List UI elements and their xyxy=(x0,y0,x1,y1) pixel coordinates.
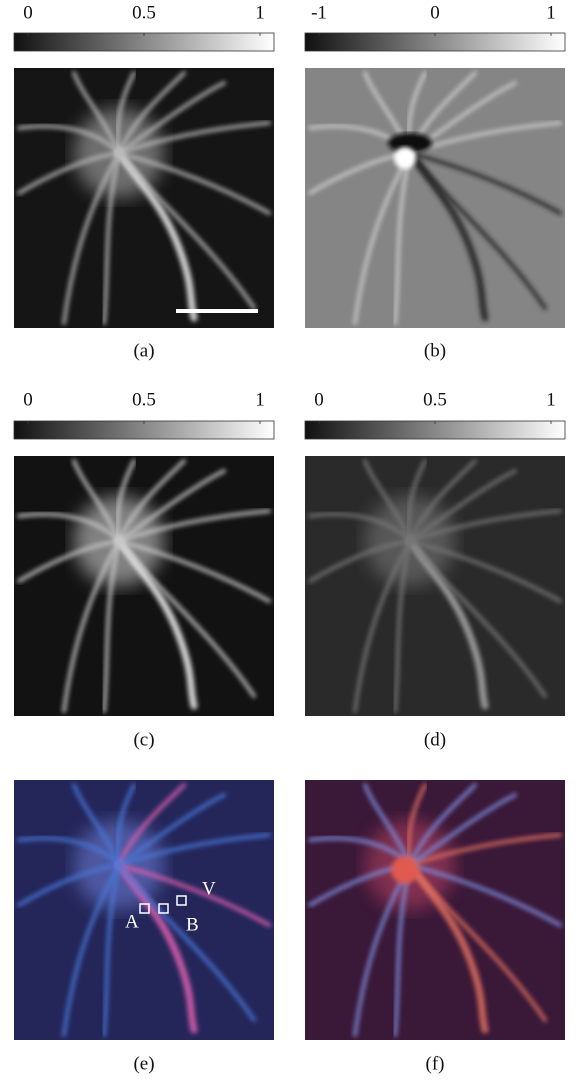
colorbar-tick-label: 0 xyxy=(23,389,33,410)
image xyxy=(305,780,565,1040)
roi-label: V xyxy=(202,878,216,899)
roi-label: A xyxy=(125,911,139,932)
colorbar-tick-label: 0.5 xyxy=(132,2,156,23)
panel-label: (d) xyxy=(424,729,446,750)
figure: 0 0.5 1 (a) -1 0 1 (b) 0 0.5 1 (c) 0 0.5 1 (d) A BV (e) (f) xyxy=(0,0,579,1080)
image xyxy=(305,456,565,716)
colorbar-tick-label: 1 xyxy=(546,2,556,23)
disc-red xyxy=(391,856,419,884)
panel-label: (a) xyxy=(133,340,154,361)
image-background xyxy=(305,456,565,716)
colorbar-tick-label: 1 xyxy=(546,389,556,410)
image-background xyxy=(14,780,274,1040)
panel-label: (b) xyxy=(424,340,446,361)
disc-bright xyxy=(394,147,416,169)
image-background xyxy=(305,68,565,328)
image-background xyxy=(14,68,274,328)
image-background xyxy=(305,780,565,1040)
colorbar-tick-label: 0 xyxy=(430,2,440,23)
colorbar-tick-label: 0 xyxy=(23,2,33,23)
colorbar-tick-label: 0 xyxy=(314,389,324,410)
colorbar-tick-label: 0.5 xyxy=(132,389,156,410)
image xyxy=(14,456,274,716)
colorbar-tick-label: 0.5 xyxy=(423,389,447,410)
image-background xyxy=(14,456,274,716)
panel-label: (e) xyxy=(133,1053,154,1074)
image xyxy=(14,780,274,1040)
colorbar-tick-label: 1 xyxy=(255,389,265,410)
colorbar-tick-label: 1 xyxy=(255,2,265,23)
image xyxy=(14,68,274,328)
image xyxy=(305,68,565,328)
panel-label: (f) xyxy=(426,1053,445,1074)
panel-label: (c) xyxy=(133,729,154,750)
roi-label: B xyxy=(186,914,199,935)
colorbar-tick-label: -1 xyxy=(311,2,327,23)
